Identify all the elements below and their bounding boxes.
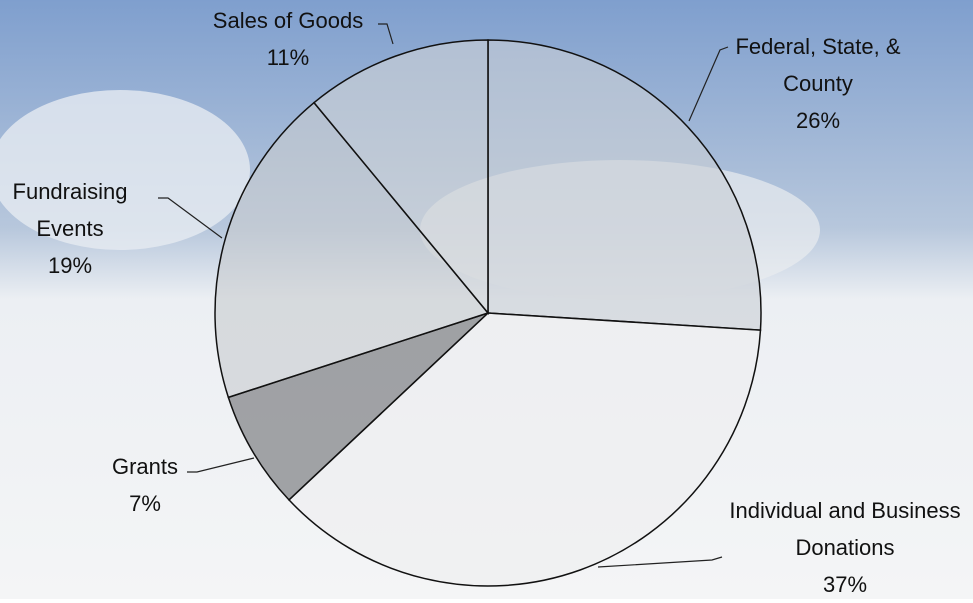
leader-line xyxy=(688,46,729,122)
category-label: Federal, State, & County xyxy=(735,34,901,96)
value-label: 11% xyxy=(266,45,310,70)
slice-label: Individual and Business Donations 37% xyxy=(700,492,973,603)
value-label: 26% xyxy=(795,108,841,133)
leader-line xyxy=(597,556,723,568)
value-label: 19% xyxy=(47,253,93,278)
leader-lines xyxy=(158,23,729,568)
cloud xyxy=(0,90,250,250)
value-label: 37% xyxy=(822,572,868,597)
category-label: Fundraising Events xyxy=(12,179,128,241)
leader-line xyxy=(158,197,223,239)
pie-slice xyxy=(287,312,762,587)
slice-label: Fundraising Events 19% xyxy=(0,173,140,284)
slice-label: Federal, State, & County 26% xyxy=(718,28,918,139)
slice-label: Grants 7% xyxy=(60,448,230,522)
pie-slice xyxy=(487,39,762,331)
pie-slice xyxy=(214,101,490,399)
category-label: Sales of Goods xyxy=(212,8,364,33)
category-label: Individual and Business Donations xyxy=(729,498,961,560)
value-label: 7% xyxy=(129,491,161,516)
category-label: Grants xyxy=(111,454,179,479)
leader-line xyxy=(187,457,255,473)
pie-slice xyxy=(312,39,489,316)
pie xyxy=(214,39,762,587)
slice-label: Sales of Goods 11% xyxy=(178,2,398,76)
pie-slice xyxy=(227,312,489,501)
leader-line xyxy=(378,23,394,45)
